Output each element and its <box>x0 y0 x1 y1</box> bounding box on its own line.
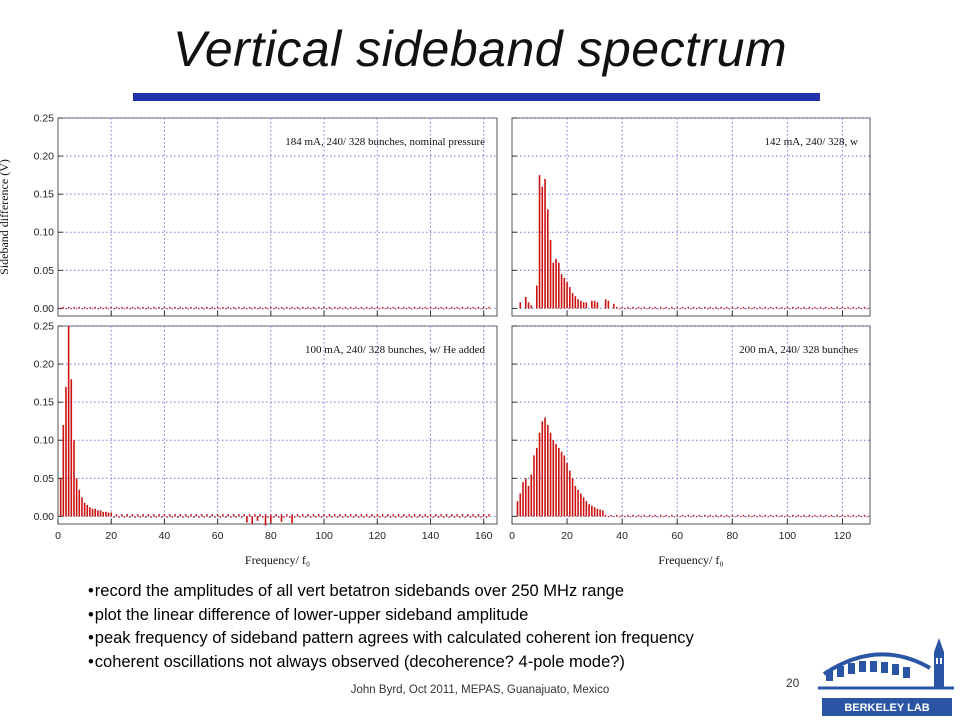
page-number: 20 <box>786 676 800 690</box>
bullet-item: coherent oscillations not always observe… <box>88 651 694 675</box>
y-tick-label: 0.05 <box>34 265 55 277</box>
x-tick-label: 140 <box>422 530 440 542</box>
bullet-list: record the amplitudes of all vert betatr… <box>88 580 694 674</box>
y-tick-label: 0.20 <box>34 359 55 371</box>
panel-annotation: 184 mA, 240/ 328 bunches, nominal pressu… <box>285 136 485 148</box>
panel-annotation: 200 mA, 240/ 328 bunches <box>739 344 858 356</box>
x-tick-label: 60 <box>671 530 683 542</box>
x-axis-label: Frequency/ f₀ <box>658 553 723 567</box>
panel-annotation: 100 mA, 240/ 328 bunches, w/ He added <box>305 344 485 356</box>
y-tick-label: 0.05 <box>34 473 55 485</box>
title-underline <box>133 93 820 101</box>
x-tick-label: 20 <box>105 530 117 542</box>
y-tick-label: 0.10 <box>34 227 55 239</box>
bullet-item: record the amplitudes of all vert betatr… <box>88 580 694 604</box>
y-tick-label: 0.25 <box>34 113 55 125</box>
x-tick-label: 100 <box>315 530 333 542</box>
x-tick-label: 20 <box>561 530 573 542</box>
y-tick-label: 0.25 <box>34 321 55 333</box>
berkeley-lab-logo: BERKELEY LAB <box>818 638 954 716</box>
y-tick-label: 0.00 <box>34 511 55 523</box>
x-tick-label: 120 <box>834 530 852 542</box>
plot-frame <box>511 325 871 525</box>
x-axis-label: Frequency/ f₀ <box>245 553 310 567</box>
plot-frame <box>57 117 498 317</box>
x-tick-label: 60 <box>212 530 224 542</box>
y-tick-label: 0.15 <box>34 397 55 409</box>
plot-frame <box>57 325 498 525</box>
logo-text: BERKELEY LAB <box>844 702 929 714</box>
x-tick-label: 100 <box>779 530 797 542</box>
y-tick-label: 0.00 <box>34 303 55 315</box>
x-tick-label: 80 <box>265 530 277 542</box>
x-tick-label: 80 <box>726 530 738 542</box>
y-tick-label: 0.20 <box>34 151 55 163</box>
x-tick-label: 40 <box>159 530 171 542</box>
y-axis-label: Sideband difference (V) <box>0 159 11 275</box>
bullet-item: plot the linear difference of lower-uppe… <box>88 604 694 628</box>
y-tick-label: 0.10 <box>34 435 55 447</box>
x-tick-label: 0 <box>55 530 61 542</box>
y-tick-label: 0.15 <box>34 189 55 201</box>
x-tick-label: 40 <box>616 530 628 542</box>
bullet-item: peak frequency of sideband pattern agree… <box>88 627 694 651</box>
x-tick-label: 160 <box>475 530 493 542</box>
panel-annotation: 142 mA, 240/ 328, w <box>765 136 859 148</box>
slide-title: Vertical sideband spectrum <box>172 21 788 77</box>
x-tick-label: 120 <box>369 530 387 542</box>
plot-frame <box>511 117 871 317</box>
footer-credit: John Byrd, Oct 2011, MEPAS, Guanajuato, … <box>350 684 610 696</box>
x-tick-label: 0 <box>509 530 515 542</box>
